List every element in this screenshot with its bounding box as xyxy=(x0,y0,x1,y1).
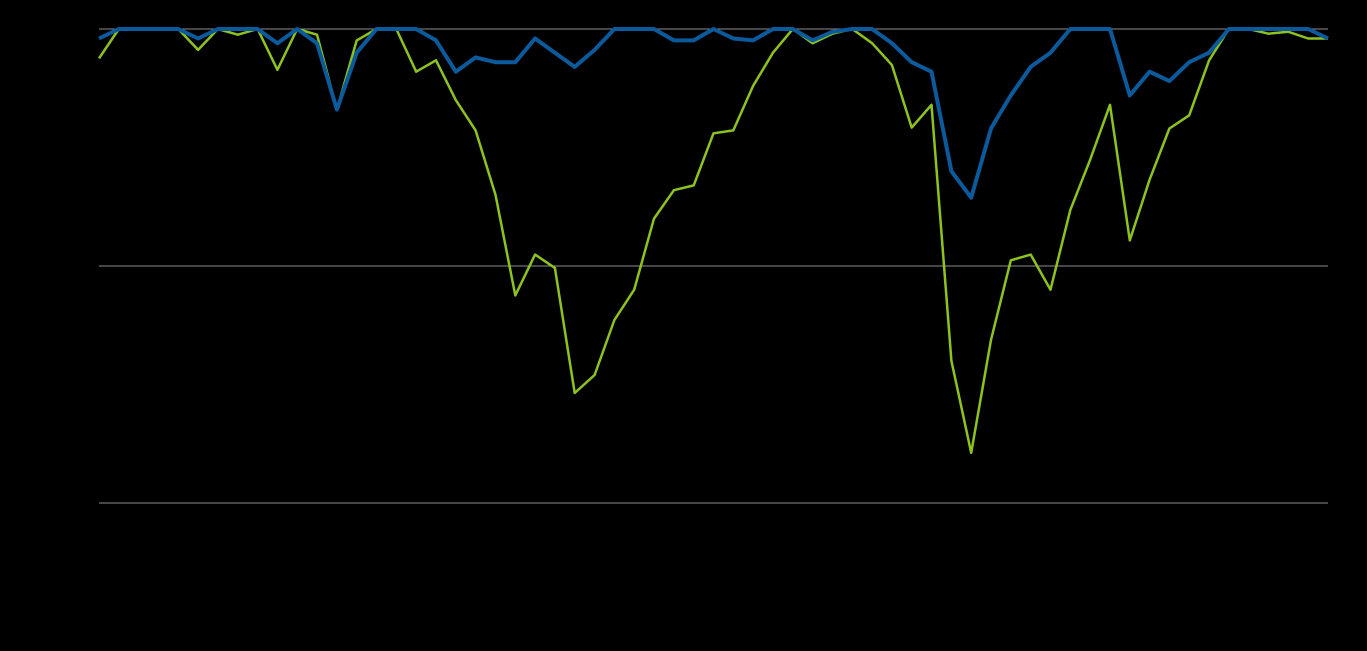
y-tick-label: -25 xyxy=(72,258,90,272)
y-tick-label: -50 xyxy=(72,495,90,509)
series-line xyxy=(97,27,1328,455)
series-line xyxy=(98,27,1329,200)
y-tick-label: 0 xyxy=(82,21,89,35)
